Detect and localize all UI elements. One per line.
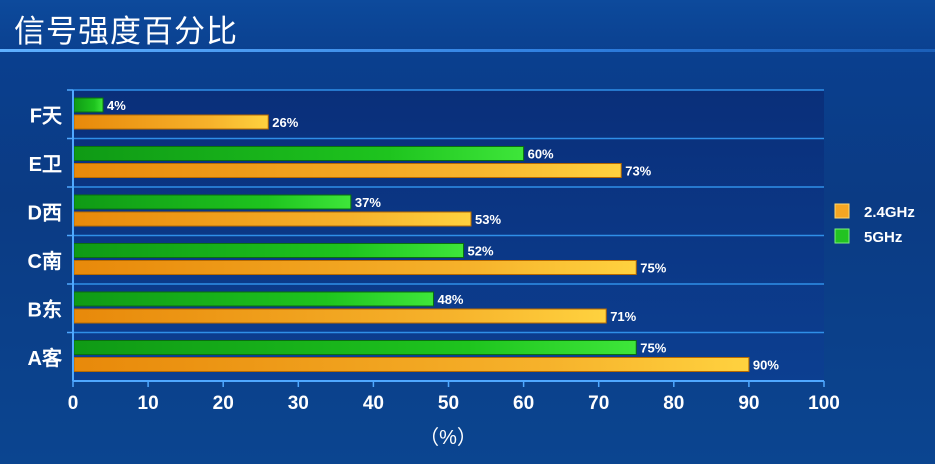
legend-label-5ghz: 5GHz	[864, 229, 902, 246]
y-tick-label: A客	[28, 346, 63, 370]
x-tick-label: 70	[588, 393, 609, 414]
y-tick-label: D西	[28, 202, 62, 224]
data-label-2-4ghz: 71%	[610, 309, 636, 324]
bar-5ghz-cat-2	[73, 243, 465, 258]
x-tick-label: 40	[363, 393, 384, 414]
data-label-5ghz: 60%	[528, 147, 554, 162]
legend-label-2-4ghz: 2.4GHz	[864, 204, 915, 221]
bar-2-4ghz-cat-5	[73, 114, 269, 130]
data-label-5ghz: 37%	[355, 195, 381, 210]
y-tick-label: C南	[28, 250, 62, 273]
bar-5ghz-cat-0	[73, 340, 637, 355]
data-label-5ghz: 4%	[107, 98, 126, 113]
axes: A客 B东 C南 D西 E卫 F天 0 10 20 30 40 50 60 70 80 90 100	[28, 89, 840, 414]
data-label-2-4ghz: 75%	[640, 261, 666, 276]
bar-5ghz-cat-1	[73, 291, 434, 307]
page-title: 信号强度百分比	[14, 14, 238, 50]
data-label-2-4ghz: 73%	[625, 164, 651, 179]
y-tick-label: F天	[30, 105, 63, 127]
legend-swatch-2-4ghz	[834, 203, 850, 219]
legend-swatch-5ghz	[834, 228, 850, 244]
bar-2-4ghz-cat-4	[73, 163, 622, 178]
x-tick-label: 30	[288, 393, 309, 414]
title-divider	[0, 49, 935, 52]
bars	[73, 97, 750, 372]
data-label-2-4ghz: 53%	[475, 212, 501, 227]
bar-2-4ghz-cat-2	[73, 260, 637, 275]
bar-5ghz-cat-5	[73, 97, 104, 113]
data-label-5ghz: 75%	[640, 341, 666, 356]
bar-2-4ghz-cat-1	[73, 308, 607, 324]
bar-2-4ghz-cat-0	[73, 357, 750, 372]
data-label-2-4ghz: 90%	[753, 358, 779, 373]
data-label-2-4ghz: 26%	[272, 115, 298, 130]
x-tick-label: 100	[808, 393, 840, 414]
y-tick-label: B东	[28, 297, 62, 321]
data-label-5ghz: 48%	[437, 292, 463, 307]
x-tick-label: 20	[213, 393, 234, 414]
x-tick-label: 80	[663, 393, 684, 414]
x-axis-title: （%）	[419, 426, 477, 449]
y-tick-label: E卫	[29, 154, 62, 176]
bar-2-4ghz-cat-3	[73, 211, 472, 227]
data-labels: 75% 90% 48% 71% 52% 75% 37% 53% 60% 73% 4% 26%	[107, 98, 779, 373]
x-tick-label: 0	[68, 393, 79, 414]
x-tick-label: 90	[738, 393, 759, 414]
x-tick-label: 60	[513, 393, 534, 414]
x-tick-label: 10	[138, 393, 159, 414]
bar-5ghz-cat-4	[73, 146, 525, 161]
x-tick-label: 50	[438, 393, 459, 414]
data-label-5ghz: 52%	[468, 244, 494, 259]
bar-5ghz-cat-3	[73, 194, 352, 210]
legend: 2.4GHz 5GHz	[834, 203, 915, 246]
